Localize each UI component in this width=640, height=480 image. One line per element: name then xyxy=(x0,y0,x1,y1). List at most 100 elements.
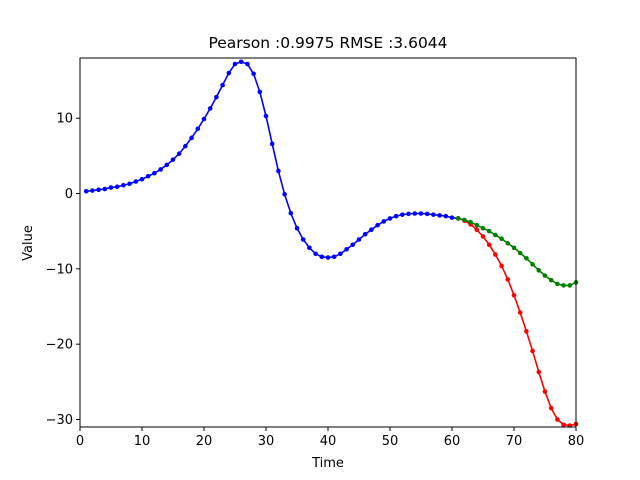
data-point xyxy=(536,268,542,273)
x-tick-label: 10 xyxy=(134,434,151,449)
data-point xyxy=(164,162,170,168)
x-tick-label: 0 xyxy=(76,434,84,449)
data-point xyxy=(505,240,511,246)
data-point xyxy=(400,212,405,217)
data-point xyxy=(276,168,281,174)
data-point xyxy=(455,216,461,221)
data-point xyxy=(238,59,244,65)
series-0 xyxy=(83,59,461,260)
data-point xyxy=(176,151,182,156)
data-point xyxy=(474,227,480,232)
data-point xyxy=(263,113,269,119)
y-tick-label: −10 xyxy=(46,262,73,277)
data-point xyxy=(511,245,517,251)
data-point xyxy=(214,94,219,100)
data-point xyxy=(393,213,399,219)
data-point xyxy=(387,216,393,221)
data-point xyxy=(201,116,207,122)
data-point xyxy=(294,225,300,231)
data-point xyxy=(524,329,529,334)
data-point xyxy=(226,70,232,76)
data-point xyxy=(331,254,337,260)
data-point xyxy=(530,262,535,267)
data-point xyxy=(486,242,492,248)
data-point xyxy=(319,254,325,260)
data-point xyxy=(536,369,542,375)
y-tick-label: −20 xyxy=(46,338,73,353)
data-point xyxy=(356,237,362,242)
data-point xyxy=(338,251,343,257)
data-point xyxy=(220,82,225,88)
data-point xyxy=(344,246,349,252)
y-tick-label: −30 xyxy=(46,413,73,428)
data-point xyxy=(530,348,535,354)
data-point xyxy=(152,170,157,176)
data-point xyxy=(480,234,486,239)
data-point xyxy=(505,277,511,282)
data-point xyxy=(468,219,473,225)
data-point xyxy=(499,263,504,269)
data-point xyxy=(511,292,517,298)
chart-title: Pearson :0.9975 RMSE :3.6044 xyxy=(208,34,447,52)
data-point xyxy=(90,188,95,193)
data-point xyxy=(170,157,176,162)
data-point xyxy=(362,231,368,237)
data-point xyxy=(127,181,132,187)
series-1 xyxy=(455,216,579,428)
data-point xyxy=(189,135,194,141)
data-point xyxy=(517,250,523,256)
data-point xyxy=(96,187,101,193)
data-point xyxy=(493,232,498,238)
data-point xyxy=(548,277,554,283)
data-point xyxy=(499,236,504,242)
data-point xyxy=(561,283,566,288)
axis-ticks: 0 10 20 30 40 50 60 70 80 −30 −20 −10 0 10 xyxy=(46,112,585,449)
data-point xyxy=(517,310,523,315)
data-point xyxy=(548,405,554,411)
data-point xyxy=(449,215,455,220)
data-point xyxy=(257,89,263,95)
data-point xyxy=(474,222,480,228)
data-point xyxy=(431,212,436,217)
data-point xyxy=(561,422,566,428)
data-point xyxy=(412,211,418,216)
x-tick-label: 30 xyxy=(258,434,275,449)
data-point xyxy=(133,179,139,184)
data-point xyxy=(462,217,467,223)
data-point xyxy=(108,185,114,190)
data-point xyxy=(269,141,275,147)
data-point xyxy=(369,227,374,232)
data-point xyxy=(555,417,560,422)
series-line-0 xyxy=(86,60,459,259)
x-tick-label: 60 xyxy=(444,434,461,449)
data-point xyxy=(102,186,108,192)
x-tick-label: 80 xyxy=(568,434,585,449)
data-point xyxy=(139,176,145,182)
plot-frame xyxy=(79,57,577,428)
data-point xyxy=(300,237,306,242)
y-axis-label: Value xyxy=(21,225,36,261)
data-point xyxy=(183,143,188,149)
y-tick-label: 0 xyxy=(65,187,73,202)
data-point xyxy=(381,219,387,224)
data-point xyxy=(493,252,498,257)
data-point xyxy=(524,256,529,261)
plot-area xyxy=(83,59,579,428)
data-point xyxy=(307,245,312,251)
data-point xyxy=(158,167,163,172)
data-point xyxy=(350,242,356,248)
data-point xyxy=(145,173,151,179)
x-tick-label: 50 xyxy=(382,434,399,449)
data-point xyxy=(207,106,213,111)
series-2 xyxy=(455,216,579,288)
data-point xyxy=(251,71,256,77)
data-point xyxy=(424,211,430,217)
data-point xyxy=(288,210,294,216)
data-point xyxy=(542,273,548,278)
data-point xyxy=(313,251,318,257)
x-axis-label: Time xyxy=(311,456,344,471)
y-tick-label: 10 xyxy=(56,112,73,127)
data-point xyxy=(245,61,250,67)
data-point xyxy=(121,182,126,188)
